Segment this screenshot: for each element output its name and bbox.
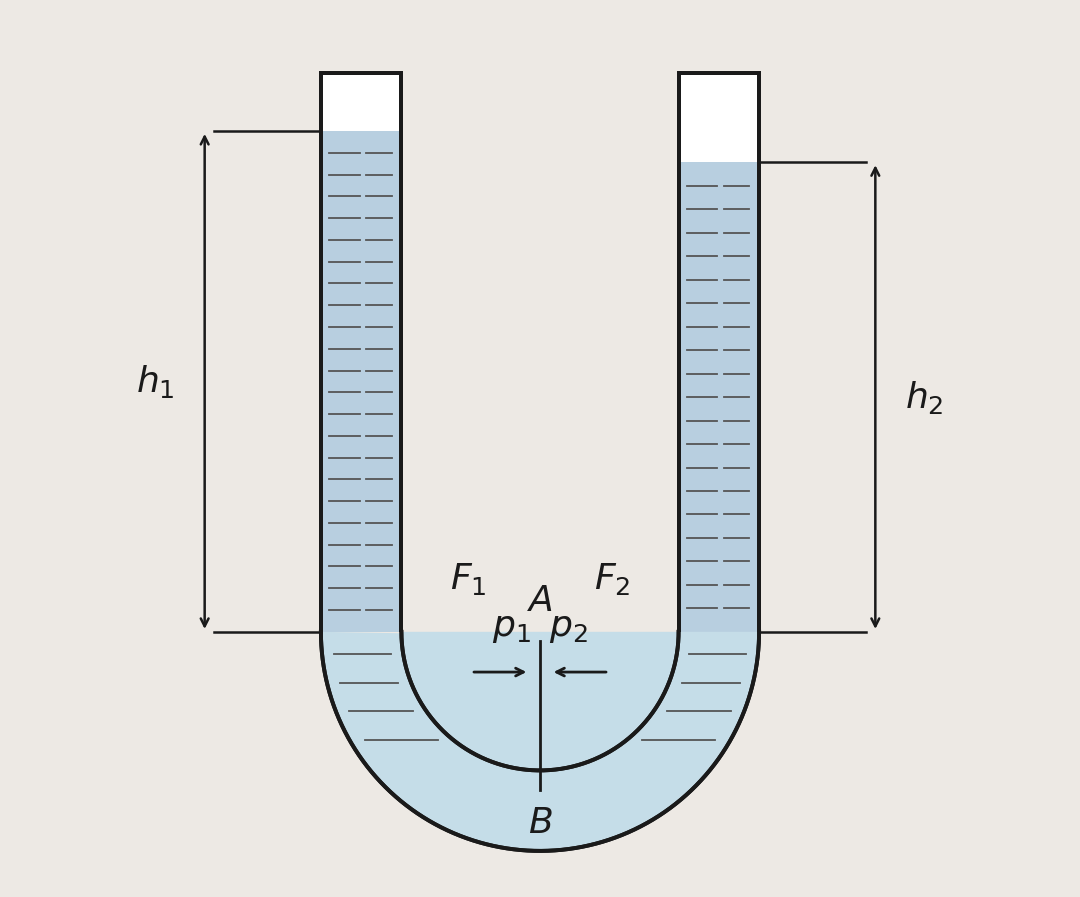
PathPatch shape [402,631,678,771]
Text: $A$: $A$ [527,585,553,618]
Bar [678,73,759,162]
Bar [321,131,402,631]
Bar [678,162,759,631]
Text: $p_1$: $p_1$ [492,611,531,645]
Text: $h_1$: $h_1$ [136,363,175,400]
Text: $p_2$: $p_2$ [549,611,588,645]
Bar [321,73,402,131]
Text: $F_2$: $F_2$ [594,562,631,597]
Text: $h_2$: $h_2$ [905,379,944,415]
Text: $F_1$: $F_1$ [449,562,486,597]
Text: $B$: $B$ [528,806,552,840]
PathPatch shape [321,631,759,851]
